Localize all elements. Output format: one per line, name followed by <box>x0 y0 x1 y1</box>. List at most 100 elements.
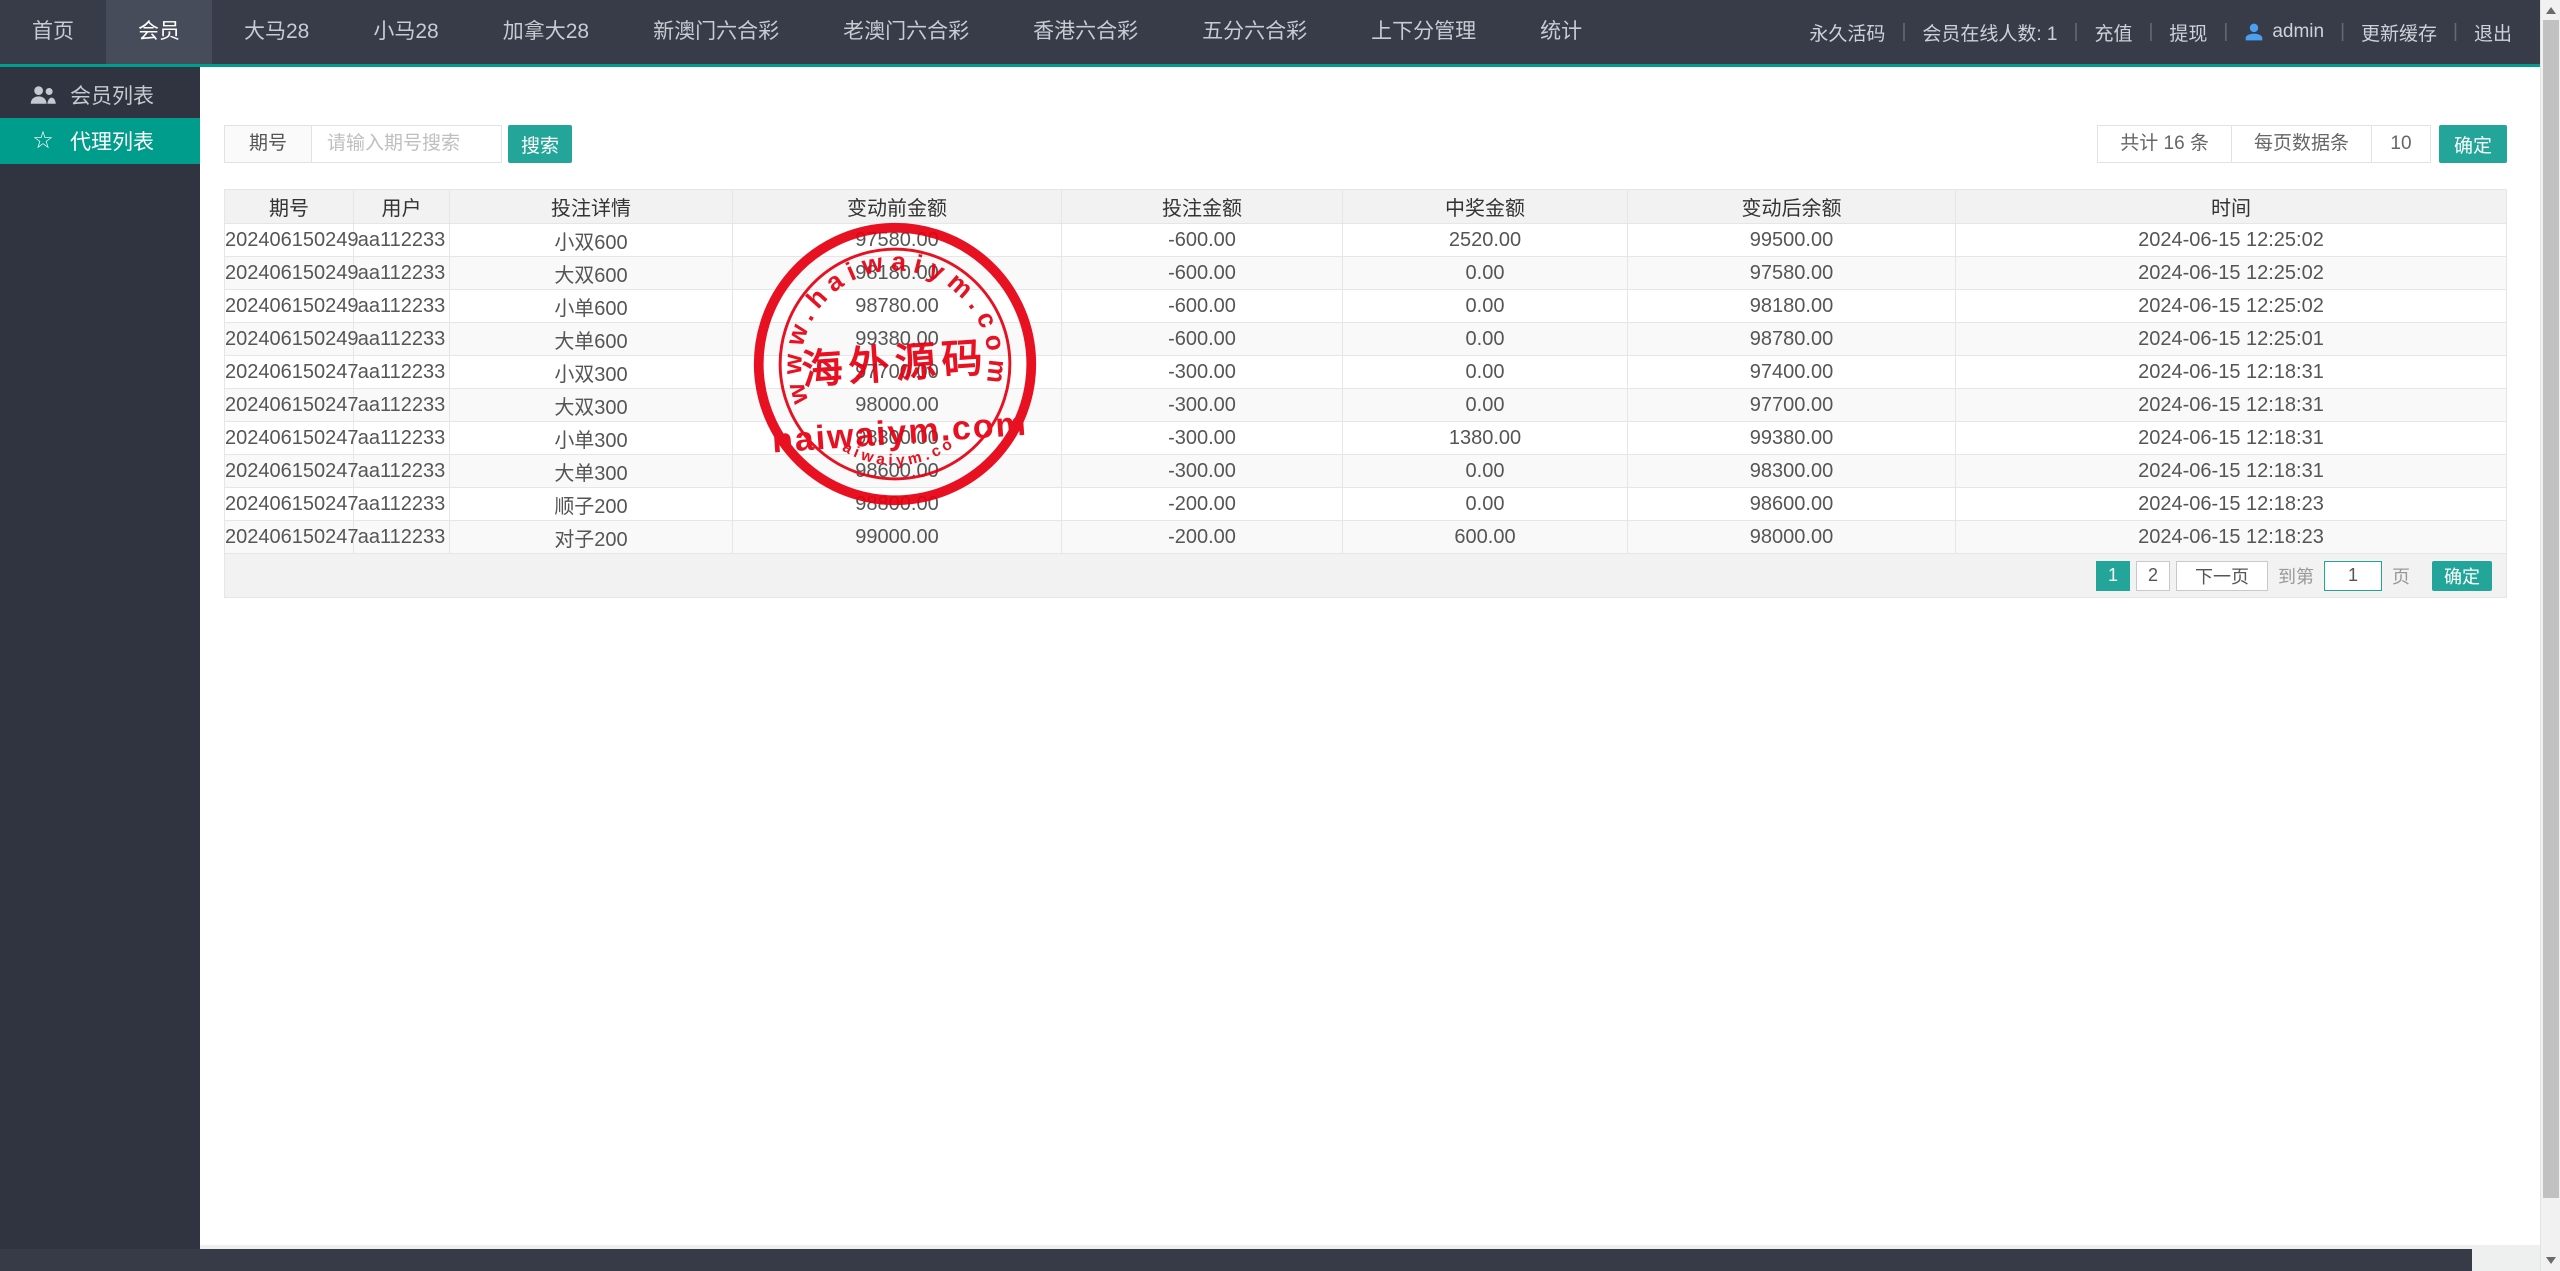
cell-balance-after: 97400.00 <box>1627 355 1956 389</box>
cell-bet-amount: -200.00 <box>1061 520 1343 554</box>
sidebar: 会员列表 ☆ 代理列表 <box>0 67 200 1271</box>
separator: | <box>1901 21 1907 42</box>
cell-win-amount: 0.00 <box>1342 322 1628 356</box>
header-balance-before: 变动前金额 <box>732 189 1062 224</box>
cell-bet-detail: 大双600 <box>449 256 733 290</box>
header-bet-amount: 投注金额 <box>1061 189 1343 224</box>
cell-balance-before: 98180.00 <box>732 256 1062 290</box>
search-group: 期号 搜索 <box>224 125 573 163</box>
logout-link[interactable]: 退出 <box>2473 23 2512 45</box>
per-page-confirm-button[interactable]: 确定 <box>2439 125 2507 163</box>
cell-balance-before: 98780.00 <box>732 289 1062 323</box>
table-body: 202406150249 aa112233 小双600 97580.00 -60… <box>224 223 2507 554</box>
page-button-1[interactable]: 1 <box>2096 560 2130 591</box>
nav-item[interactable]: 加拿大28 <box>502 20 590 43</box>
toolbar-row: 期号 搜索 共计 16 条 每页数据条 确定 <box>224 125 2507 163</box>
scroll-up-arrow-icon[interactable] <box>2546 7 2556 14</box>
cell-win-amount: 0.00 <box>1342 487 1628 521</box>
scrollbar[interactable] <box>2540 0 2560 1271</box>
scrollbar-thumb[interactable] <box>2543 20 2559 1198</box>
cell-time: 2024-06-15 12:25:02 <box>1955 256 2507 290</box>
header-win-amount: 中奖金额 <box>1342 189 1628 224</box>
goto-confirm-button[interactable]: 确定 <box>2432 560 2492 591</box>
cell-win-amount: 0.00 <box>1342 388 1628 422</box>
cell-time: 2024-06-15 12:25:02 <box>1955 223 2507 257</box>
goto-page-input[interactable] <box>2324 560 2382 591</box>
search-button[interactable]: 搜索 <box>508 125 573 163</box>
table-row: 202406150247 aa112233 大单300 98600.00 -30… <box>224 454 2507 488</box>
separator: | <box>2223 21 2229 42</box>
cell-balance-after: 98000.00 <box>1627 520 1956 554</box>
nav-item[interactable]: 首页 <box>32 20 74 43</box>
table-row: 202406150249 aa112233 小单600 98780.00 -60… <box>224 289 2507 323</box>
cell-user: aa112233 <box>353 454 450 488</box>
nav-item[interactable]: 小马28 <box>373 20 439 43</box>
per-page-input[interactable] <box>2371 125 2431 163</box>
cell-win-amount: 2520.00 <box>1342 223 1628 257</box>
separator: | <box>2453 21 2458 42</box>
nav-item[interactable]: 五分六合彩 <box>1202 20 1308 43</box>
sidebar-item-agent-list[interactable]: ☆ 代理列表 <box>0 118 200 164</box>
cell-win-amount: 600.00 <box>1342 520 1628 554</box>
header-bet-detail: 投注详情 <box>449 189 733 224</box>
permanent-code-link[interactable]: 永久活码 <box>1809 23 1886 45</box>
cell-balance-before: 99380.00 <box>732 322 1062 356</box>
nav-item[interactable]: 新澳门六合彩 <box>653 20 780 43</box>
withdraw-link[interactable]: 提现 <box>2169 23 2208 45</box>
nav-item[interactable]: 香港六合彩 <box>1033 20 1139 43</box>
cell-issue: 202406150247 <box>224 520 358 554</box>
sidebar-item-label: 代理列表 <box>70 131 154 154</box>
online-count-text: 会员在线人数: 1 <box>1922 23 2058 45</box>
footer-bar <box>0 1249 2472 1271</box>
nav-right: 永久活码 | 会员在线人数: 1 | 充值 | 提现 | admin | 更新缓… <box>1809 0 2540 64</box>
next-page-button[interactable]: 下一页 <box>2176 560 2268 591</box>
cell-win-amount: 1380.00 <box>1342 421 1628 455</box>
cell-user: aa112233 <box>353 355 450 389</box>
admin-menu[interactable]: admin <box>2244 21 2324 43</box>
table-row: 202406150247 aa112233 小单300 98300.00 -30… <box>224 421 2507 455</box>
cell-balance-before: 98600.00 <box>732 454 1062 488</box>
star-icon: ☆ <box>32 127 54 154</box>
sidebar-item-member-list[interactable]: 会员列表 <box>0 72 200 118</box>
recharge-link[interactable]: 充值 <box>2094 23 2133 45</box>
cell-balance-before: 98300.00 <box>732 421 1062 455</box>
cell-bet-detail: 小单300 <box>449 421 733 455</box>
page-button-2[interactable]: 2 <box>2136 560 2170 591</box>
cell-user: aa112233 <box>353 388 450 422</box>
table-row: 202406150249 aa112233 大双600 98180.00 -60… <box>224 256 2507 290</box>
cell-win-amount: 0.00 <box>1342 454 1628 488</box>
cell-balance-before: 98800.00 <box>732 487 1062 521</box>
cell-win-amount: 0.00 <box>1342 355 1628 389</box>
cell-bet-detail: 小双600 <box>449 223 733 257</box>
cell-issue: 202406150249 <box>224 256 358 290</box>
nav-item[interactable]: 大马28 <box>244 20 310 43</box>
cell-bet-amount: -600.00 <box>1061 256 1343 290</box>
cell-bet-amount: -300.00 <box>1061 421 1343 455</box>
cell-issue: 202406150247 <box>224 355 358 389</box>
nav-item[interactable]: 会员 <box>106 0 212 64</box>
table-header-row: 期号 用户 投注详情 变动前金额 投注金额 中奖金额 变动后余额 时间 <box>224 189 2507 224</box>
cell-bet-amount: -200.00 <box>1061 487 1343 521</box>
table-row: 202406150249 aa112233 小双600 97580.00 -60… <box>224 223 2507 257</box>
cell-user: aa112233 <box>353 223 450 257</box>
header-user: 用户 <box>353 189 450 224</box>
username: admin <box>2272 21 2325 42</box>
cell-bet-amount: -600.00 <box>1061 223 1343 257</box>
search-field-label: 期号 <box>224 125 313 163</box>
cell-balance-after: 97580.00 <box>1627 256 1956 290</box>
issue-search-input[interactable] <box>312 125 503 163</box>
cell-user: aa112233 <box>353 421 450 455</box>
cell-balance-after: 97700.00 <box>1627 388 1956 422</box>
nav-item[interactable]: 上下分管理 <box>1371 20 1477 43</box>
cell-time: 2024-06-15 12:18:23 <box>1955 487 2507 521</box>
total-count-label: 共计 16 条 <box>2097 125 2232 163</box>
top-navbar: 首页 会员 大马28 小马28 加拿大28 新澳门六合彩 老澳门六合彩 香港六合彩 五分六合彩 上… <box>0 0 2540 64</box>
cell-time: 2024-06-15 12:18:31 <box>1955 355 2507 389</box>
nav-item[interactable]: 统计 <box>1540 20 1583 43</box>
cell-user: aa112233 <box>353 520 450 554</box>
scroll-down-arrow-icon[interactable] <box>2546 1257 2556 1264</box>
nav-item[interactable]: 老澳门六合彩 <box>843 20 970 43</box>
cell-bet-detail: 顺子200 <box>449 487 733 521</box>
table-row: 202406150247 aa112233 顺子200 98800.00 -20… <box>224 487 2507 521</box>
refresh-cache-link[interactable]: 更新缓存 <box>2361 23 2438 45</box>
